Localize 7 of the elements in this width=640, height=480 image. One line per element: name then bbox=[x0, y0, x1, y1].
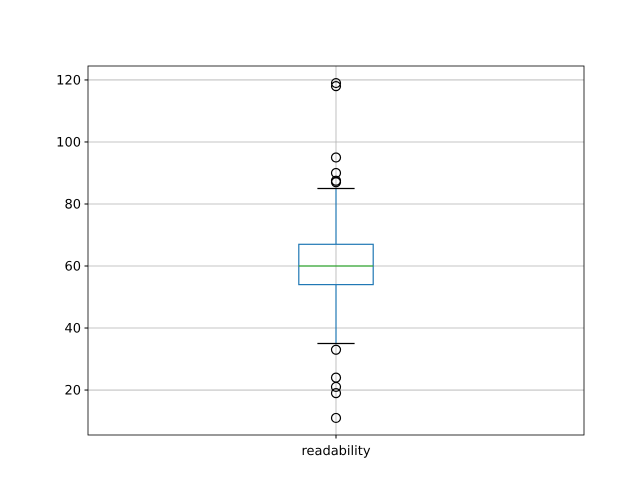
y-tick-label: 80 bbox=[64, 198, 81, 213]
y-tick-label: 40 bbox=[64, 322, 81, 337]
y-tick-label: 20 bbox=[64, 384, 81, 399]
y-tick-label: 120 bbox=[56, 74, 81, 89]
y-tick-label: 60 bbox=[64, 260, 81, 275]
y-tick-label: 100 bbox=[56, 136, 81, 151]
x-tick-label: readability bbox=[301, 444, 371, 459]
